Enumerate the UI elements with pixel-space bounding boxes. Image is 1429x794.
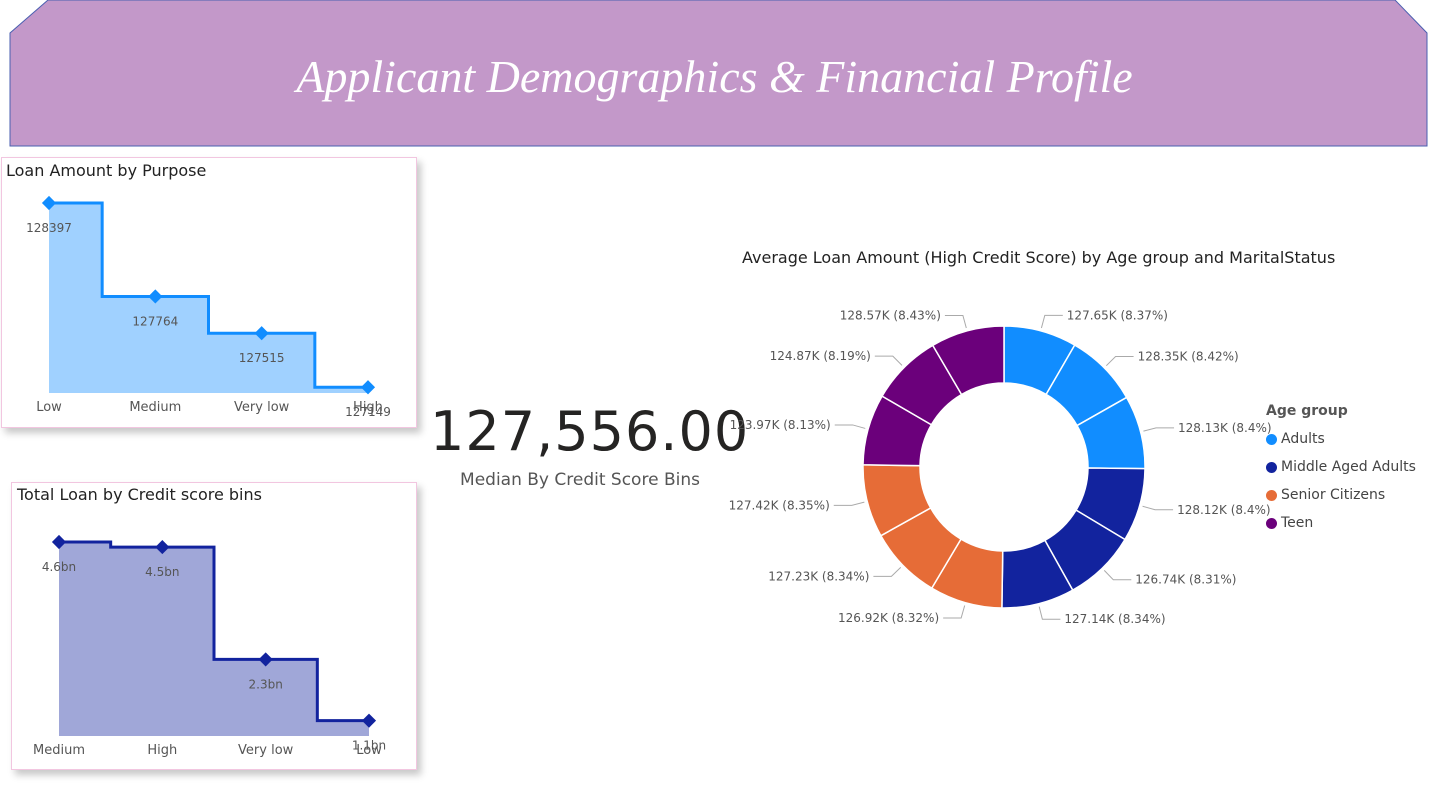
legend-item-middle-aged-adults[interactable]: Middle Aged Adults	[1266, 453, 1416, 481]
legend-label: Adults	[1281, 431, 1325, 447]
legend-marker	[1266, 517, 1277, 529]
data-label: 127515	[239, 351, 285, 365]
leader-line	[874, 355, 903, 366]
legend-marker	[1266, 461, 1277, 473]
leader-line	[943, 605, 966, 619]
donut-slice	[862, 464, 932, 537]
x-tick-label: Low	[36, 400, 62, 415]
legend-marker	[1266, 433, 1277, 445]
leader-line	[1040, 314, 1063, 329]
donut-slice	[1003, 325, 1076, 396]
legend-item-adults[interactable]: Adults	[1266, 425, 1416, 453]
leader-line	[944, 314, 967, 329]
leader-line	[1038, 606, 1061, 620]
leader-line	[833, 501, 865, 506]
legend-label: Teen	[1281, 515, 1314, 531]
header-banner	[9, 0, 1428, 147]
x-tick-label: Very low	[234, 400, 290, 415]
total-loan-by-credit-score-card[interactable]: Total Loan by Credit score bins 4.6bn Med…	[11, 482, 417, 770]
leader-line	[1103, 570, 1132, 581]
slice-data-label: 127.14K (8.34%)	[1064, 612, 1165, 626]
leader-line	[1143, 427, 1175, 432]
slice-data-label: 126.92K (8.32%)	[838, 611, 939, 625]
legend-marker	[1266, 489, 1277, 501]
slice-data-label: 128.35K (8.42%)	[1138, 350, 1239, 364]
slice-data-label: 128.13K (8.4%)	[1178, 421, 1272, 435]
chart-title: Loan Amount by Purpose	[6, 161, 207, 180]
donut-slice	[931, 325, 1005, 396]
legend-title: Age group	[1266, 403, 1348, 419]
x-tick-label: Medium	[33, 743, 85, 758]
leader-line	[834, 424, 866, 429]
data-point-marker	[360, 380, 376, 395]
chart-title: Total Loan by Credit score bins	[17, 485, 262, 504]
leader-line	[1142, 505, 1174, 511]
donut-slice	[1045, 344, 1128, 427]
slice-data-label: 124.87K (8.19%)	[770, 349, 871, 363]
loan-amount-by-purpose-chart[interactable]: 128397 Low 127764 Medium 127515 Very low 12714…	[2, 158, 416, 427]
data-label: 2.3bn	[249, 677, 283, 691]
data-label: 127764	[132, 314, 178, 328]
data-point-marker	[148, 289, 163, 304]
donut-slice	[1075, 467, 1146, 541]
donut-slice	[1001, 539, 1074, 609]
donut-legend: Age group Adults Middle Aged Adults Seni…	[1266, 403, 1416, 537]
header-banner-shape	[9, 0, 1428, 147]
data-label: 1.1bn	[352, 739, 386, 753]
donut-slice	[930, 538, 1004, 609]
slice-data-label: 128.12K (8.4%)	[1177, 503, 1271, 517]
slice-data-label: 127.65K (8.37%)	[1067, 308, 1168, 322]
donut-slice	[879, 506, 962, 590]
x-tick-label: Medium	[129, 400, 181, 415]
leader-line	[1105, 356, 1134, 367]
slice-data-label: 126.74K (8.31%)	[1135, 573, 1236, 587]
legend-label: Senior Citizens	[1281, 487, 1386, 503]
x-tick-label: Low	[356, 743, 382, 758]
x-tick-label: Very low	[238, 743, 294, 758]
slice-data-label: 127.23K (8.34%)	[768, 569, 869, 583]
data-label: 127149	[345, 405, 391, 419]
x-tick-label: High	[147, 743, 177, 758]
slice-data-label: 127.42K (8.35%)	[729, 498, 830, 512]
data-label: 128397	[26, 221, 72, 235]
leader-line	[873, 566, 902, 577]
x-tick-label: High	[353, 400, 383, 415]
legend-item-teen[interactable]: Teen	[1266, 509, 1416, 537]
page-title: Applicant Demographics & Financial Profi…	[296, 51, 1133, 102]
series-line	[59, 540, 369, 723]
kpi-value: 127,556.00	[430, 400, 750, 463]
donut-slice	[1076, 396, 1146, 470]
loan-amount-by-purpose-card[interactable]: Loan Amount by Purpose 128397 Low 127764 Me…	[1, 157, 417, 428]
slice-data-label: 128.57K (8.43%)	[840, 308, 941, 322]
kpi-label: Median By Credit Score Bins	[460, 470, 700, 490]
donut-slice	[1043, 509, 1126, 592]
data-label: 4.6bn	[42, 560, 76, 574]
data-point-marker	[361, 713, 377, 728]
donut-slice	[881, 344, 963, 426]
data-point-marker	[51, 534, 67, 550]
legend-label: Middle Aged Adults	[1281, 459, 1416, 475]
donut-slice	[862, 395, 933, 467]
data-label: 4.5bn	[145, 565, 179, 579]
total-loan-by-credit-score-chart[interactable]: 4.6bn Medium 4.5bn High 2.3bn Very low 1.1bnLo…	[12, 483, 416, 769]
series-line	[49, 201, 368, 389]
legend-item-senior-citizens[interactable]: Senior Citizens	[1266, 481, 1416, 509]
donut-chart-title: Average Loan Amount (High Credit Score) …	[742, 248, 1336, 267]
